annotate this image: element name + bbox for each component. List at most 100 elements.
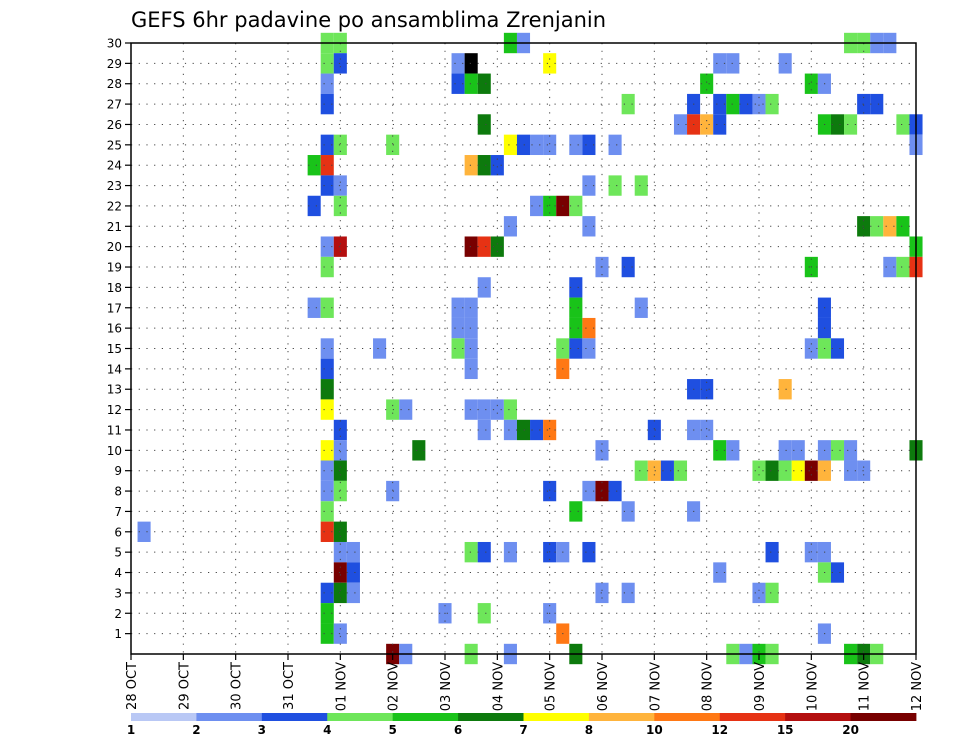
precip-cell: [752, 582, 766, 604]
precip-cell: [333, 562, 347, 583]
x-tick-label: 07 NOV: [648, 662, 663, 711]
colorbar-tick-label: 7: [519, 723, 527, 737]
precip-cell: [621, 93, 635, 115]
precip-cell: [608, 480, 622, 502]
precip-cell: [320, 521, 334, 542]
precip-cell: [464, 73, 478, 94]
y-tick-label: 15: [107, 342, 122, 356]
precip-cell: [621, 501, 635, 522]
precip-cell: [477, 114, 491, 135]
precip-cell: [543, 419, 557, 441]
y-tick-label: 27: [107, 98, 122, 112]
precip-cell: [830, 440, 845, 461]
precip-cell: [333, 623, 347, 644]
precip-cell: [490, 399, 504, 420]
precip-cell: [791, 440, 805, 461]
precip-cell: [477, 603, 491, 624]
precip-cell: [320, 460, 334, 481]
precip-cell: [765, 93, 779, 115]
precip-cell: [582, 338, 596, 359]
precip-cell: [320, 53, 334, 74]
precip-cell: [530, 134, 544, 156]
precip-cell: [582, 317, 596, 339]
x-tick-label: 11 NOV: [858, 662, 873, 711]
x-tick-label: 30 OCT: [230, 662, 245, 710]
precip-cell: [713, 93, 727, 115]
precip-cell: [333, 440, 347, 461]
precip-cell: [320, 338, 334, 359]
precip-cell: [320, 175, 334, 196]
precip-cell: [543, 480, 557, 502]
y-tick-label: 30: [107, 37, 122, 51]
precip-cell: [451, 338, 465, 359]
precip-cell: [320, 236, 334, 257]
precip-cell: [883, 256, 897, 278]
y-tick-label: 5: [114, 546, 122, 560]
precip-cell: [870, 216, 884, 237]
precip-cell: [595, 480, 609, 502]
precip-cell: [333, 521, 347, 542]
x-tick-label: 09 NOV: [753, 662, 768, 711]
colorbar-tick-label: 15: [777, 723, 794, 737]
x-tick-label: 29 OCT: [177, 662, 192, 710]
precip-cell: [386, 134, 400, 156]
precip-cell: [464, 338, 478, 359]
precip-cell: [320, 379, 334, 400]
precip-cell: [516, 419, 531, 441]
precip-cell: [582, 216, 596, 237]
x-tick-label: 03 NOV: [439, 662, 454, 711]
y-tick-label: 14: [107, 362, 122, 376]
precip-cell: [647, 419, 661, 441]
precip-cell: [543, 195, 557, 217]
precip-cell: [464, 541, 478, 563]
precip-cell: [530, 419, 544, 441]
colorbar-swatch: [131, 713, 197, 721]
precip-cell: [569, 317, 583, 339]
precip-cell: [870, 93, 884, 115]
precip-cell: [765, 582, 779, 604]
precip-cell: [543, 53, 557, 74]
y-tick-label: 20: [107, 240, 122, 254]
precip-cell: [896, 114, 910, 135]
precip-cell: [477, 399, 491, 420]
precip-cell: [477, 541, 491, 563]
colorbar-swatch: [458, 713, 524, 721]
precip-cell: [830, 338, 845, 359]
precip-cell: [464, 358, 478, 380]
precip-cell: [582, 541, 596, 563]
y-tick-label: 19: [107, 261, 122, 275]
precip-cell: [399, 399, 413, 420]
precip-cell: [896, 256, 910, 278]
x-tick-label: 10 NOV: [805, 662, 820, 711]
precip-cell: [830, 562, 845, 583]
precip-cell: [451, 73, 465, 94]
precip-cell: [137, 521, 151, 542]
colorbar-swatch: [588, 713, 655, 721]
x-tick-label: 08 NOV: [701, 662, 716, 711]
precip-cell: [477, 73, 491, 94]
precip-cell: [569, 195, 583, 217]
precip-cell: [844, 440, 858, 461]
precip-cell: [804, 73, 818, 94]
precip-cell: [503, 399, 517, 420]
precip-cell: [320, 480, 334, 502]
precip-cell: [320, 623, 334, 644]
precip-cell: [673, 460, 688, 481]
x-tick-label: 05 NOV: [544, 662, 559, 711]
colorbar-swatch: [392, 713, 459, 721]
precip-cell: [634, 297, 648, 318]
precip-cell: [464, 236, 478, 257]
precip-cell: [490, 155, 504, 176]
y-tick-label: 26: [107, 118, 122, 132]
y-tick-label: 10: [107, 444, 122, 458]
precip-cell: [752, 460, 766, 481]
precip-cell: [713, 53, 727, 74]
precip-cell: [700, 379, 714, 400]
colorbar-tick-label: 5: [388, 723, 396, 737]
precip-cell: [804, 338, 818, 359]
precip-cell: [595, 582, 609, 604]
colorbar-swatch: [327, 713, 394, 721]
precip-cell: [477, 236, 491, 257]
x-tick-label: 01 NOV: [334, 662, 349, 711]
colorbar-legend: 1 2 3 4 5 6 7 8 10 12 15 20: [127, 713, 917, 737]
